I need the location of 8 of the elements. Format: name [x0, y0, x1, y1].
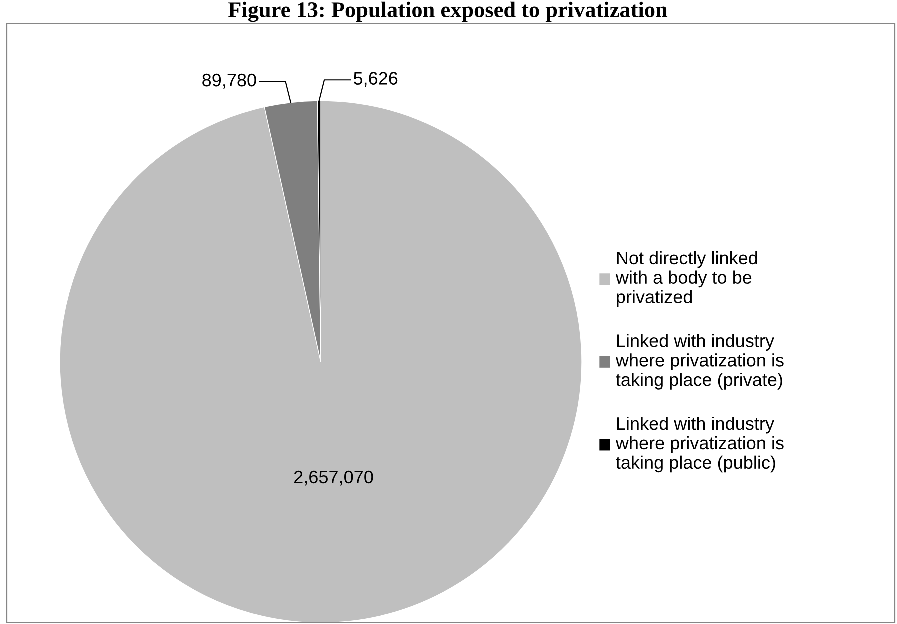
data-label: 2,657,070 — [294, 470, 374, 486]
legend-label: Not directly linked with a body to be privatized — [616, 251, 758, 308]
pie-slice — [60, 100, 582, 624]
legend-label: Linked with industry where privatization is taking place (private) — [616, 334, 784, 390]
data-label: 89,780 — [202, 74, 256, 89]
chart-title: Figure 13: Population exposed to privatization — [228, 2, 668, 22]
data-label: 5,626 — [354, 72, 398, 88]
legend-label: Linked with industry where privatization is taking place (public) — [616, 416, 784, 473]
